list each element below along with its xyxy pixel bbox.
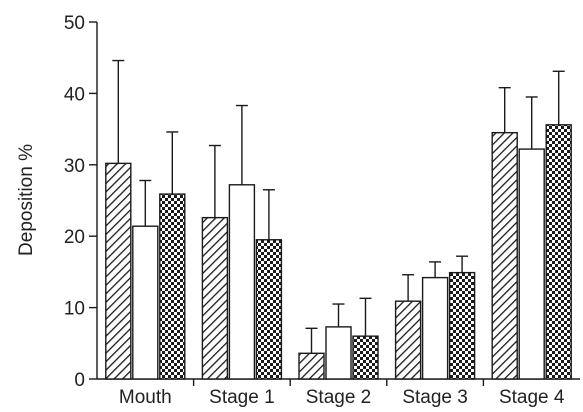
y-axis-title: Deposition % bbox=[16, 144, 37, 256]
bar-checkered bbox=[352, 335, 379, 380]
x-axis: Mouth Stage 1 Stage 2 Stage 3 Stage 4 bbox=[97, 378, 580, 408]
bar-plain-white bbox=[132, 225, 159, 380]
y-tick-label: 0 bbox=[74, 370, 85, 391]
bar-diagonal-hatch bbox=[298, 352, 325, 380]
bar-checkered bbox=[159, 193, 186, 380]
bar-diagonal-hatch bbox=[394, 300, 422, 380]
bar-diagonal-hatch bbox=[491, 131, 518, 380]
y-tick-label: 50 bbox=[64, 13, 85, 34]
bar-checkered bbox=[255, 239, 283, 380]
x-category-label: Stage 4 bbox=[499, 387, 565, 408]
y-axis: 0 10 20 30 40 50 bbox=[64, 13, 98, 391]
bar-plain-white bbox=[325, 326, 352, 380]
bar-diagonal-hatch bbox=[201, 216, 229, 380]
bar-plain-white bbox=[421, 276, 449, 380]
y-tick-label: 10 bbox=[64, 299, 85, 320]
x-category-label: Mouth bbox=[119, 387, 172, 408]
x-category-label: Stage 1 bbox=[209, 387, 275, 408]
bar-diagonal-hatch bbox=[105, 162, 132, 380]
x-category-label: Stage 3 bbox=[402, 387, 468, 408]
bar-checkered bbox=[545, 124, 572, 380]
bar-plain-white bbox=[228, 184, 256, 380]
x-category-label: Stage 2 bbox=[306, 387, 372, 408]
bar-series-group bbox=[105, 59, 572, 380]
y-tick-label: 40 bbox=[64, 84, 85, 105]
y-tick-label: 20 bbox=[64, 227, 85, 248]
y-tick-label: 30 bbox=[64, 156, 85, 177]
bar-plain-white bbox=[518, 148, 545, 380]
bar-checkered bbox=[448, 271, 476, 380]
